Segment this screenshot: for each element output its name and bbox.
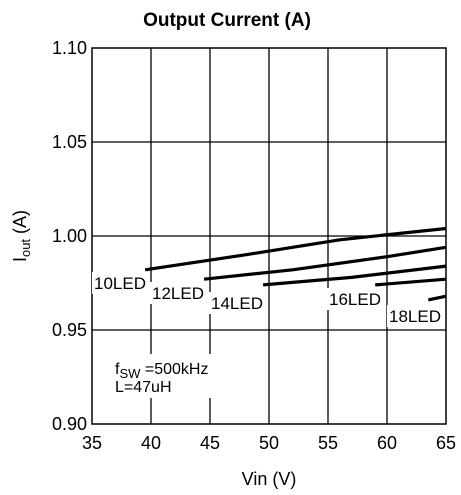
- series-label-10led: 10LED: [94, 274, 146, 293]
- y-axis-label-main: I: [10, 257, 30, 262]
- annotation-box: fSW =500kHz L=47uH: [112, 354, 230, 398]
- x-tick-label: 65: [436, 433, 456, 453]
- series-label-bg-14led: [209, 292, 267, 314]
- series-label-14led: 14LED: [211, 294, 263, 313]
- series-labels: 10LED 12LED 14LED 16LED 18LED: [92, 272, 445, 327]
- plot-frame: [91, 47, 447, 425]
- y-tick-label: 1.05: [52, 132, 87, 152]
- series-label-18led: 18LED: [389, 307, 441, 326]
- y-axis-ticks: 0.90 0.95 1.00 1.05 1.10: [52, 38, 87, 434]
- series-line-18led: [427, 294, 447, 302]
- series-label-12led: 12LED: [152, 284, 204, 303]
- x-axis-ticks: 35 40 45 50 55 60 65: [82, 433, 456, 453]
- x-tick-label: 35: [82, 433, 102, 453]
- x-tick-label: 40: [141, 433, 161, 453]
- annotation-fsw-value: =500kHz: [140, 361, 208, 378]
- x-tick-label: 45: [200, 433, 220, 453]
- series-line-14led: [262, 264, 447, 287]
- series-label-bg-18led: [387, 305, 445, 327]
- series-label-bg-12led: [150, 282, 208, 304]
- series-line-16led: [375, 277, 447, 287]
- series-label-16led: 16LED: [329, 290, 381, 309]
- y-axis-label: Iout (A): [10, 210, 33, 262]
- y-tick-label: 1.10: [52, 38, 87, 58]
- annotation-fsw-subscript: SW: [119, 366, 141, 381]
- chart-title: Output Current (A): [143, 10, 311, 31]
- x-tick-label: 55: [318, 433, 338, 453]
- data-series: [144, 226, 447, 302]
- annotation-inductance: L=47uH: [115, 379, 172, 396]
- series-line-12led: [203, 245, 447, 281]
- y-axis-label-unit: (A): [10, 210, 30, 239]
- y-tick-label: 0.90: [52, 414, 87, 434]
- annotation-bg: [112, 354, 230, 398]
- x-tick-label: 60: [377, 433, 397, 453]
- x-tick-label: 50: [259, 433, 279, 453]
- x-axis-label: Vin (V): [242, 469, 297, 489]
- y-axis-label-subscript: out: [18, 239, 33, 257]
- y-tick-label: 0.95: [52, 320, 87, 340]
- y-tick-label: 1.00: [52, 226, 87, 246]
- annotation-fsw: fSW =500kHz: [115, 361, 208, 381]
- series-label-bg-10led: [92, 272, 148, 294]
- series-line-10led: [144, 226, 447, 272]
- series-label-bg-16led: [327, 288, 385, 310]
- annotation-fsw-prefix: f: [115, 361, 120, 378]
